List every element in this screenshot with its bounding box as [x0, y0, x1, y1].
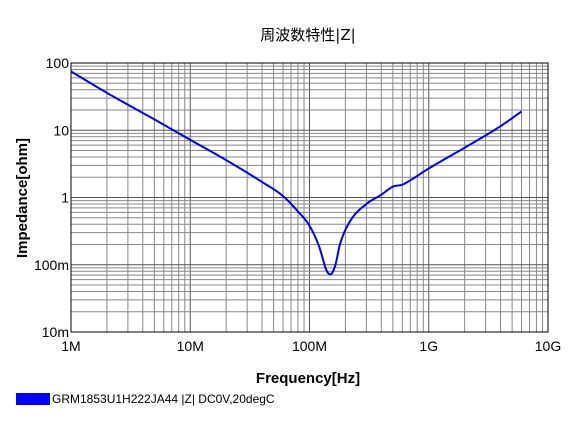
plot-frame	[70, 62, 549, 333]
legend: GRM1853U1H222JA44 |Z| DC0V,20degC	[16, 392, 275, 406]
x-tick-label: 10G	[535, 338, 561, 354]
grid-lines	[70, 63, 548, 333]
series-line-impedance	[70, 70, 523, 276]
y-tick-label: 1	[61, 190, 69, 206]
legend-swatch	[16, 393, 50, 405]
x-tick-labels: 1M 10M 100M 1G 10G	[61, 338, 561, 354]
y-axis-label: Impedance[ohm]	[14, 138, 31, 258]
x-tick-label: 10M	[177, 338, 204, 354]
chart-title: 周波数特性|Z|	[260, 26, 355, 44]
x-tick-label: 1G	[419, 338, 438, 354]
y-tick-labels: 100 10 1 100m 10m	[34, 55, 69, 340]
x-tick-label: 1M	[61, 338, 80, 354]
x-tick-label: 100M	[292, 338, 327, 354]
x-axis-label: Frequency[Hz]	[256, 370, 360, 387]
y-tick-label: 10m	[42, 324, 69, 340]
y-tick-label: 10	[53, 122, 69, 138]
y-tick-label: 100	[46, 55, 70, 71]
y-tick-label: 100m	[34, 257, 69, 273]
legend-label: GRM1853U1H222JA44 |Z| DC0V,20degC	[52, 392, 275, 406]
